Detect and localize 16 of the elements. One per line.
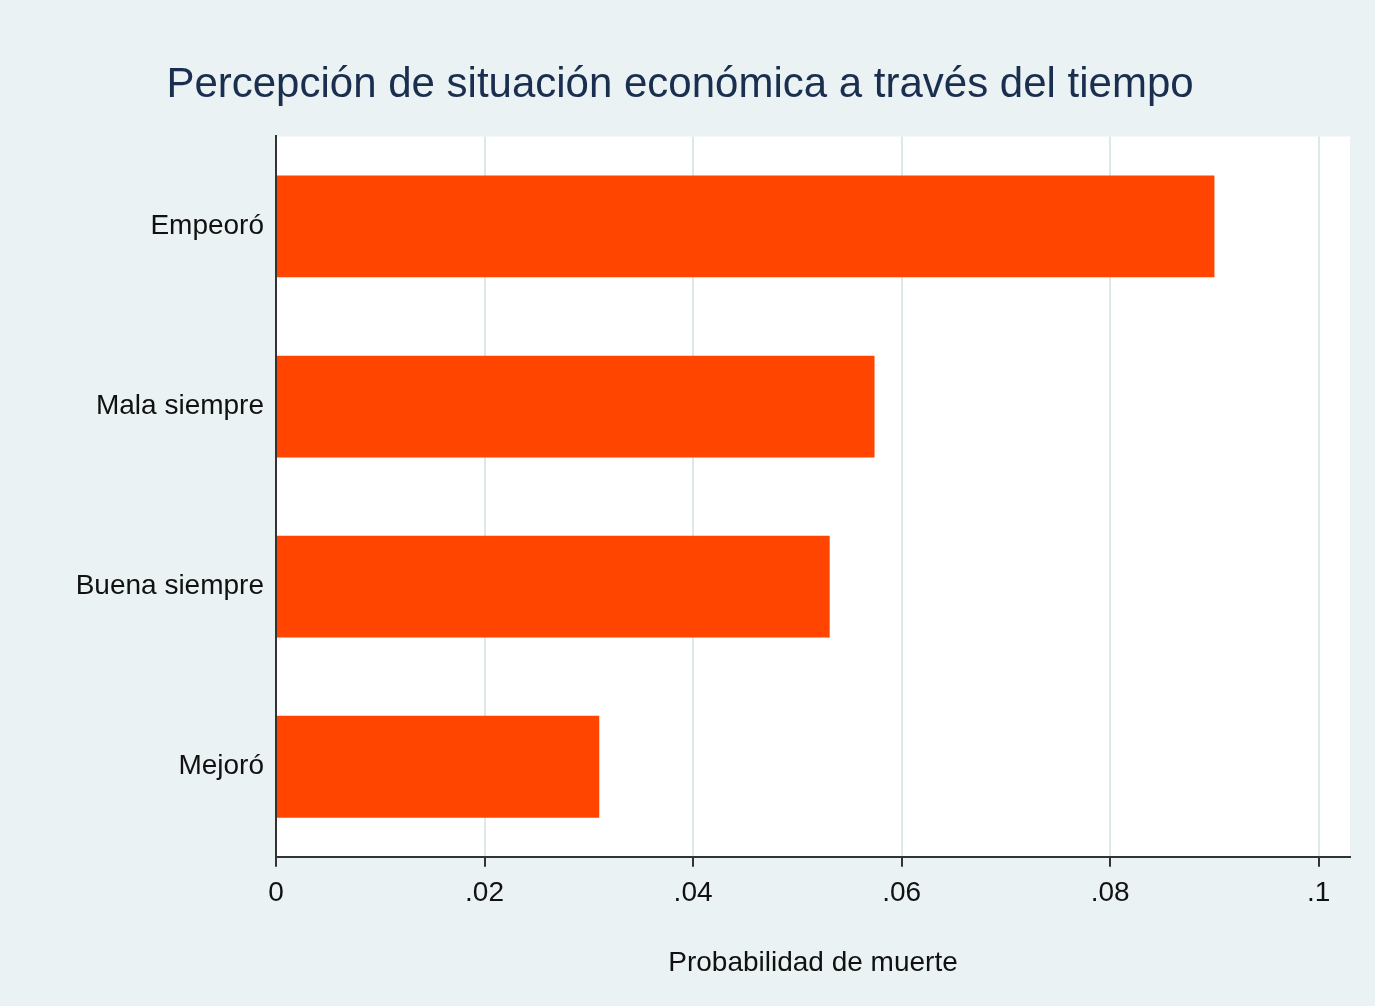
bar (277, 535, 830, 638)
x-tick-label: 0 (268, 875, 284, 907)
x-tick-label: .02 (465, 875, 505, 907)
x-tick-label: .04 (673, 875, 713, 907)
x-tick-label: .06 (882, 875, 922, 907)
y-tick-label: Mejoró (178, 749, 264, 781)
bar (277, 355, 875, 458)
chart-title: Percepción de situación económica a través del tiempo (166, 58, 1194, 106)
x-tick-label: .08 (1090, 875, 1130, 907)
y-tick-label: Mala siempre (95, 389, 264, 421)
x-tick-label: .1 (1307, 875, 1331, 907)
y-tick-label: Empeoró (150, 209, 264, 241)
x-axis-title: Probabilidad de muerte (668, 945, 958, 977)
y-tick-label: Buena siempre (75, 569, 264, 601)
bar (277, 715, 600, 818)
bar (277, 175, 1215, 278)
